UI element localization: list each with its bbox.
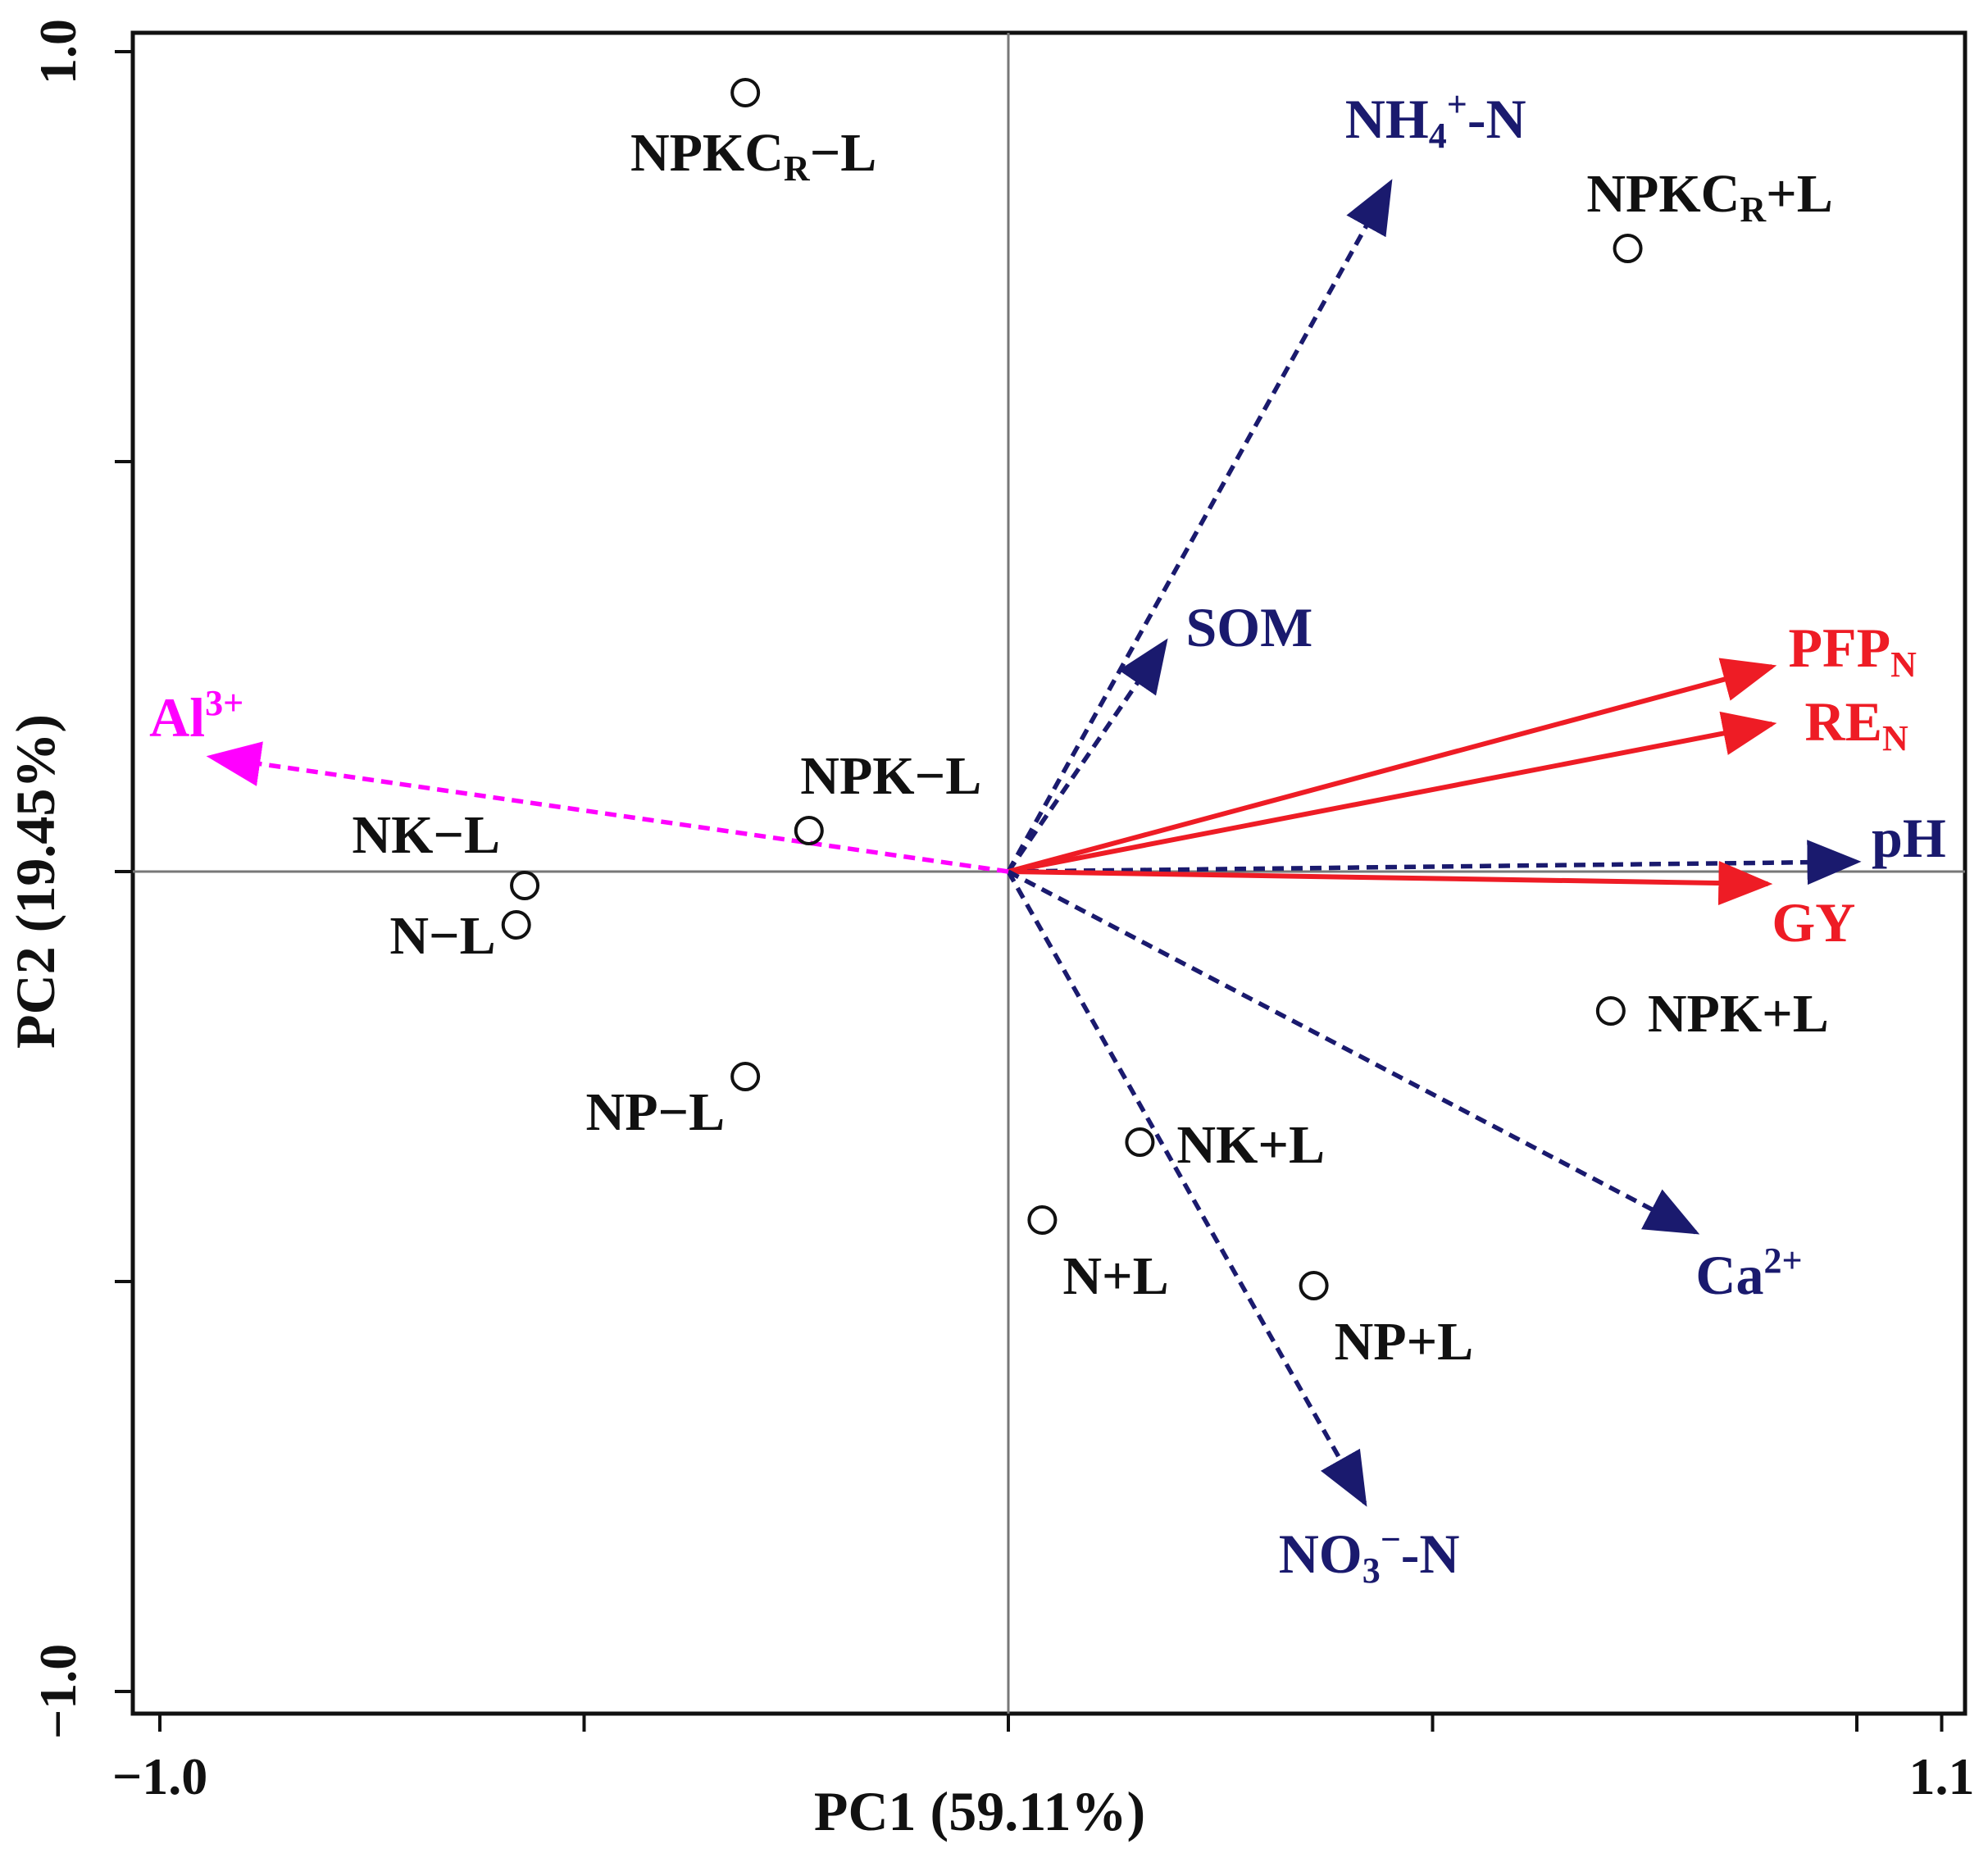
vector-label: PFPN <box>1789 617 1917 685</box>
vector-ca2: Ca2+ <box>1007 869 1803 1306</box>
vector-arrow <box>1006 179 1393 873</box>
point-label: NP+L <box>1335 1312 1474 1372</box>
point-label: NPK−L <box>800 746 981 806</box>
point-label: NK+L <box>1176 1115 1325 1175</box>
point-marker <box>510 871 540 900</box>
point-npkcr-l: NPKCR+L <box>1586 164 1833 263</box>
point-n-l: N+L <box>1027 1205 1169 1306</box>
vector-som: SOM <box>1006 596 1312 873</box>
vector-label: NO3−-N <box>1279 1519 1460 1591</box>
vector-label: SOM <box>1185 596 1312 658</box>
point-marker <box>730 78 761 107</box>
y-axis-title: PC2 (19.45%) <box>4 714 66 1049</box>
point-npk-l: NPK+L <box>1595 984 1829 1044</box>
point-marker <box>1595 996 1626 1026</box>
point-np-l: NP+L <box>1299 1271 1474 1372</box>
point-np-l: NP−L <box>586 1062 761 1142</box>
x-tick-label: −1.0 <box>112 1747 207 1805</box>
vector-pfpn: PFPN <box>1008 617 1917 874</box>
x-tick-label: 1.1 <box>1909 1747 1975 1805</box>
vector-arrow <box>1008 711 1777 874</box>
axis-ticks: −1.0 1.1 1.0 −1.0 <box>29 19 1975 1805</box>
vector-arrow <box>1006 638 1168 873</box>
point-npkcr-l: NPKCR−L <box>630 78 876 189</box>
point-label: NP−L <box>586 1082 726 1142</box>
point-marker <box>501 910 531 940</box>
point-label: NPK+L <box>1648 984 1829 1044</box>
vector-arrow <box>206 741 1009 874</box>
vector-arrow <box>1006 870 1367 1507</box>
vector-al3: Al3+ <box>149 683 1009 874</box>
point-marker <box>730 1062 761 1091</box>
y-tick-label: 1.0 <box>29 19 87 84</box>
y-tick-label: −1.0 <box>29 1644 87 1739</box>
vector-gy: GY <box>1008 861 1855 954</box>
point-label: NPKCR+L <box>1586 164 1832 230</box>
vector-nh4-n: NH4+-N <box>1006 84 1526 873</box>
vector-label: Al3+ <box>149 683 243 749</box>
vector-ren: REN <box>1008 690 1908 874</box>
point-marker <box>1299 1271 1329 1300</box>
point-marker <box>794 816 824 845</box>
point-label: N−L <box>389 906 495 966</box>
point-label: NPKCR−L <box>630 123 876 189</box>
vector-arrow <box>1008 861 1773 906</box>
vector-label: GY <box>1772 891 1855 954</box>
point-label: NK−L <box>352 805 500 865</box>
point-marker <box>1125 1127 1155 1157</box>
point-nk-l: NK+L <box>1125 1115 1325 1175</box>
vector-label: NH4+-N <box>1345 84 1526 156</box>
point-npk-l: NPK−L <box>794 746 981 845</box>
point-nk-l: NK−L <box>352 805 540 900</box>
x-axis-title: PC1 (59.11%) <box>814 1780 1145 1842</box>
vector-label: REN <box>1805 690 1908 758</box>
vector-no3-n: NO3−-N <box>1006 870 1460 1591</box>
vector-arrow <box>1007 869 1700 1235</box>
vector-arrow <box>1008 840 1862 886</box>
vector-arrow <box>1008 658 1777 874</box>
point-marker <box>1613 234 1643 263</box>
sample-points: NPKCR−L NPKCR+L NPK−L NK−L N−L NP−L NPK+L NK+L N… <box>352 78 1833 1372</box>
point-marker <box>1027 1205 1058 1235</box>
vector-label: pH <box>1872 807 1946 869</box>
point-n-l: N−L <box>389 906 531 966</box>
vector-label: Ca2+ <box>1695 1241 1802 1306</box>
point-label: N+L <box>1062 1246 1168 1306</box>
vector-ph: pH <box>1008 807 1946 886</box>
